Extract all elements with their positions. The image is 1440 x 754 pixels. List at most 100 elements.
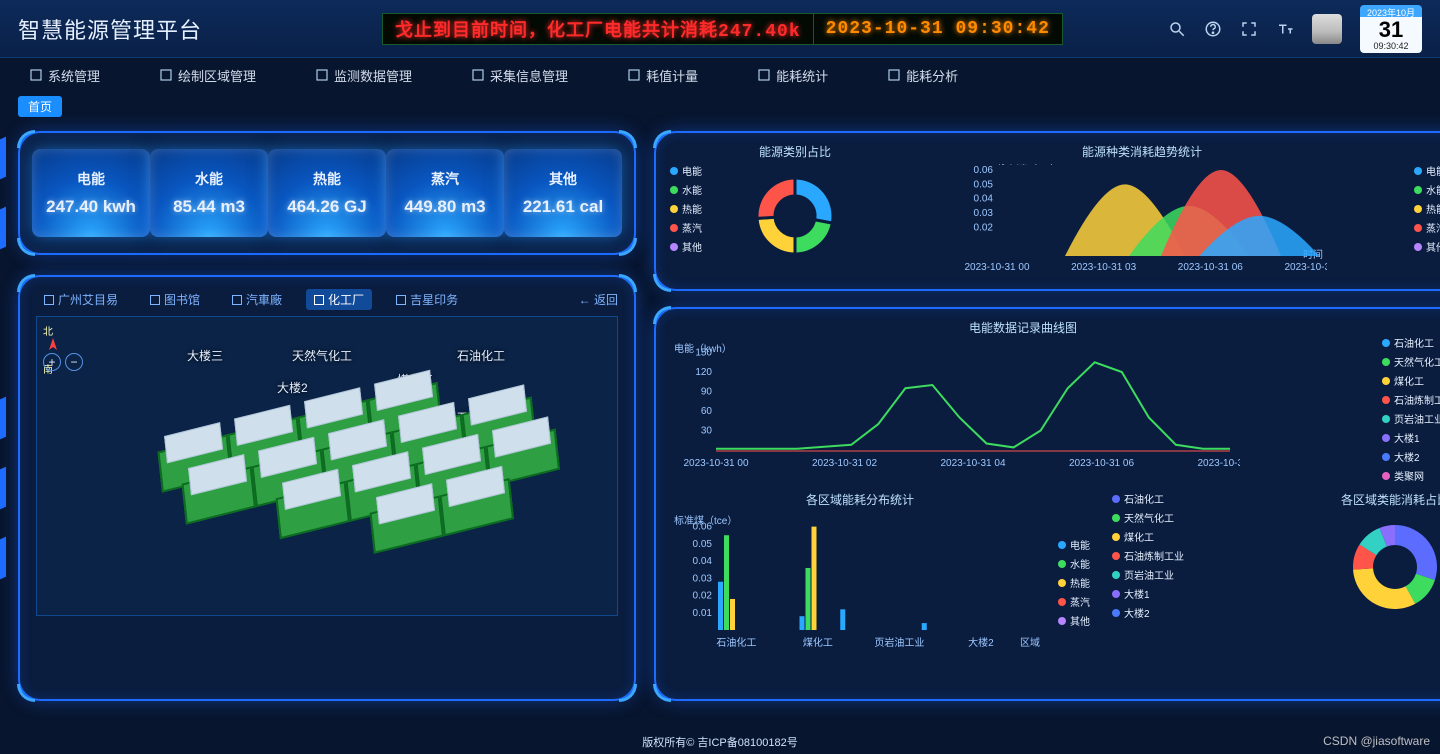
svg-text:2023-10-31 00: 2023-10-31 00 <box>964 262 1029 273</box>
date-month: 2023年10月 <box>1367 6 1415 19</box>
svg-text:0.02: 0.02 <box>974 222 994 233</box>
nav-analysis[interactable]: 能耗分析 <box>888 66 958 85</box>
kpi-蒸汽: 蒸汽449.80 m3 <box>386 149 504 237</box>
header-tools: 2023年10月 31 09:30:42 <box>1168 5 1422 53</box>
energy-summary-panel: 电能水能热能蒸汽其他 能源类别占比 能源种类消耗趋势统计 0.020.030.0… <box>654 131 1440 291</box>
donut-title: 能源类别占比 <box>759 143 831 160</box>
refresh-icon <box>472 69 484 81</box>
line-chart: 电能（kwh）3060901201502023-10-31 002023-10-… <box>670 340 1240 470</box>
area-chart: 0.020.030.040.050.062023-10-31 002023-10… <box>957 164 1327 274</box>
nav-grid[interactable]: 绘制区域管理 <box>160 66 256 85</box>
svg-text:90: 90 <box>701 387 713 398</box>
nav-chart[interactable]: 能耗统计 <box>758 66 828 85</box>
avatar[interactable] <box>1312 14 1342 44</box>
svg-text:2023-10-31 08: 2023-10-31 08 <box>1197 458 1240 469</box>
svg-text:区域: 区域 <box>1020 636 1040 649</box>
svg-text:0.03: 0.03 <box>693 573 713 584</box>
footer: 版权所有© 吉ICP备08100182号 <box>0 734 1440 750</box>
map-tab-3[interactable]: 化工厂 <box>306 289 372 310</box>
svg-text:石油化工: 石油化工 <box>716 636 756 649</box>
facility-label: 大楼三 <box>187 347 223 364</box>
breadcrumb: 首页 <box>0 92 1440 121</box>
app-title: 智慧能源管理平台 <box>18 13 202 45</box>
legend-item: 蒸汽 <box>670 220 716 235</box>
fullscreen-icon[interactable] <box>1240 20 1258 38</box>
legend-item: 其他 <box>1058 613 1104 628</box>
legend-item: 大楼2 <box>1382 449 1440 464</box>
ticker: 戈止到目前时间，化工厂电能共计消耗247.40k 2023-10-31 09:3… <box>382 13 1063 45</box>
nav-bars[interactable]: 监测数据管理 <box>316 66 412 85</box>
legend-item: 热能 <box>670 201 716 216</box>
ticker-time: 2023-10-31 09:30:42 <box>814 14 1062 44</box>
svg-text:煤化工: 煤化工 <box>803 636 833 649</box>
map-3d-view[interactable]: 北 南 + − 大楼三天然气化工石油化工大楼2煤化工大楼1石油炼制工业页岩油工业 <box>36 316 618 616</box>
svg-text:2023-10-31 06: 2023-10-31 06 <box>1178 262 1243 273</box>
legend-item: 天然气化工 <box>1112 510 1322 525</box>
legend-item: 石油化工 <box>1382 335 1440 350</box>
font-size-icon[interactable] <box>1276 20 1294 38</box>
legend-item: 其他 <box>670 239 716 254</box>
svg-text:150: 150 <box>695 348 712 359</box>
energy-legend-right: 电能水能热能蒸汽其他 <box>1414 143 1440 279</box>
legend-item: 石油炼制工业 <box>1382 392 1440 407</box>
kpi-电能: 电能247.40 kwh <box>32 149 150 237</box>
legend-item: 页岩油工业 <box>1382 411 1440 426</box>
map-tab-2[interactable]: 汽車廠 <box>224 289 290 310</box>
svg-text:0.01: 0.01 <box>693 608 713 619</box>
legend-item: 热能 <box>1414 201 1440 216</box>
map-back-button[interactable]: ← 返回 <box>579 291 618 308</box>
map-tab-0[interactable]: 广州艾目易 <box>36 289 126 310</box>
breadcrumb-home[interactable]: 首页 <box>18 96 62 117</box>
grid-icon <box>396 295 406 305</box>
legend-item: 页岩油工业 <box>1112 567 1322 582</box>
nav-ruler[interactable]: 耗值计量 <box>628 66 698 85</box>
nav-gear[interactable]: 系统管理 <box>30 66 100 85</box>
legend-item: 水能 <box>670 182 716 197</box>
grid-icon <box>150 295 160 305</box>
nav-refresh[interactable]: 采集信息管理 <box>472 66 568 85</box>
svg-text:2023-10-31 00: 2023-10-31 00 <box>683 458 748 469</box>
legend-item: 石油化工 <box>1112 491 1322 506</box>
gear-icon <box>30 69 42 81</box>
main-nav: 系统管理 绘制区域管理 监测数据管理 采集信息管理 耗值计量 能耗统计 能耗分析 <box>0 58 1440 92</box>
legend-item: 其他 <box>1414 239 1440 254</box>
map-tab-1[interactable]: 图书馆 <box>142 289 208 310</box>
date-day: 31 <box>1379 19 1403 41</box>
ruler-icon <box>628 69 640 81</box>
map-tabs: 广州艾目易图书馆汽車廠化工厂吉星印务 ← 返回 <box>36 289 618 310</box>
zoom-out-icon[interactable]: − <box>65 353 83 371</box>
date-time: 09:30:42 <box>1373 41 1408 51</box>
svg-text:0.05: 0.05 <box>693 539 713 550</box>
date-badge: 2023年10月 31 09:30:42 <box>1360 5 1422 53</box>
zoom-in-icon[interactable]: + <box>43 353 61 371</box>
svg-text:2023-10-31 04: 2023-10-31 04 <box>940 458 1005 469</box>
header: 智慧能源管理平台 戈止到目前时间，化工厂电能共计消耗247.40k 2023-1… <box>0 0 1440 58</box>
line-title: 电能数据记录曲线图 <box>670 319 1376 336</box>
energy-legend: 电能水能热能蒸汽其他 <box>670 143 716 279</box>
svg-text:0.06: 0.06 <box>693 522 713 533</box>
legend-item: 煤化工 <box>1112 529 1322 544</box>
line-legend: 石油化工天然气化工煤化工石油炼制工业页岩油工业大楼1大楼2类聚网 <box>1382 319 1440 483</box>
watermark: CSDN @jiasoftware <box>1323 734 1430 748</box>
detail-charts-panel: 电能数据记录曲线图 电能（kwh）3060901201502023-10-31 … <box>654 307 1440 701</box>
bar-chart: 标准煤（tce）0.010.020.030.040.050.06石油化工煤化工页… <box>670 512 1050 652</box>
grid-icon <box>314 295 324 305</box>
kpi-热能: 热能464.26 GJ <box>268 149 386 237</box>
svg-text:2023-10-31 02: 2023-10-31 02 <box>812 458 877 469</box>
chart-icon <box>758 69 770 81</box>
svg-text:2023-10-31 09: 2023-10-31 09 <box>1284 262 1327 273</box>
map-tab-4[interactable]: 吉星印务 <box>388 289 466 310</box>
svg-text:0.04: 0.04 <box>974 194 994 205</box>
help-icon[interactable] <box>1204 20 1222 38</box>
legend-item: 电能 <box>1058 537 1104 552</box>
svg-text:0.06: 0.06 <box>974 165 994 176</box>
legend-item: 大楼2 <box>1112 605 1322 620</box>
kpi-水能: 水能85.44 m3 <box>150 149 268 237</box>
legend-item: 水能 <box>1414 182 1440 197</box>
search-icon[interactable] <box>1168 20 1186 38</box>
legend-item: 热能 <box>1058 575 1104 590</box>
svg-text:页岩油工业: 页岩油工业 <box>874 636 924 649</box>
grid-icon <box>232 295 242 305</box>
facility-label: 大楼2 <box>277 379 308 396</box>
legend-item: 电能 <box>670 163 716 178</box>
